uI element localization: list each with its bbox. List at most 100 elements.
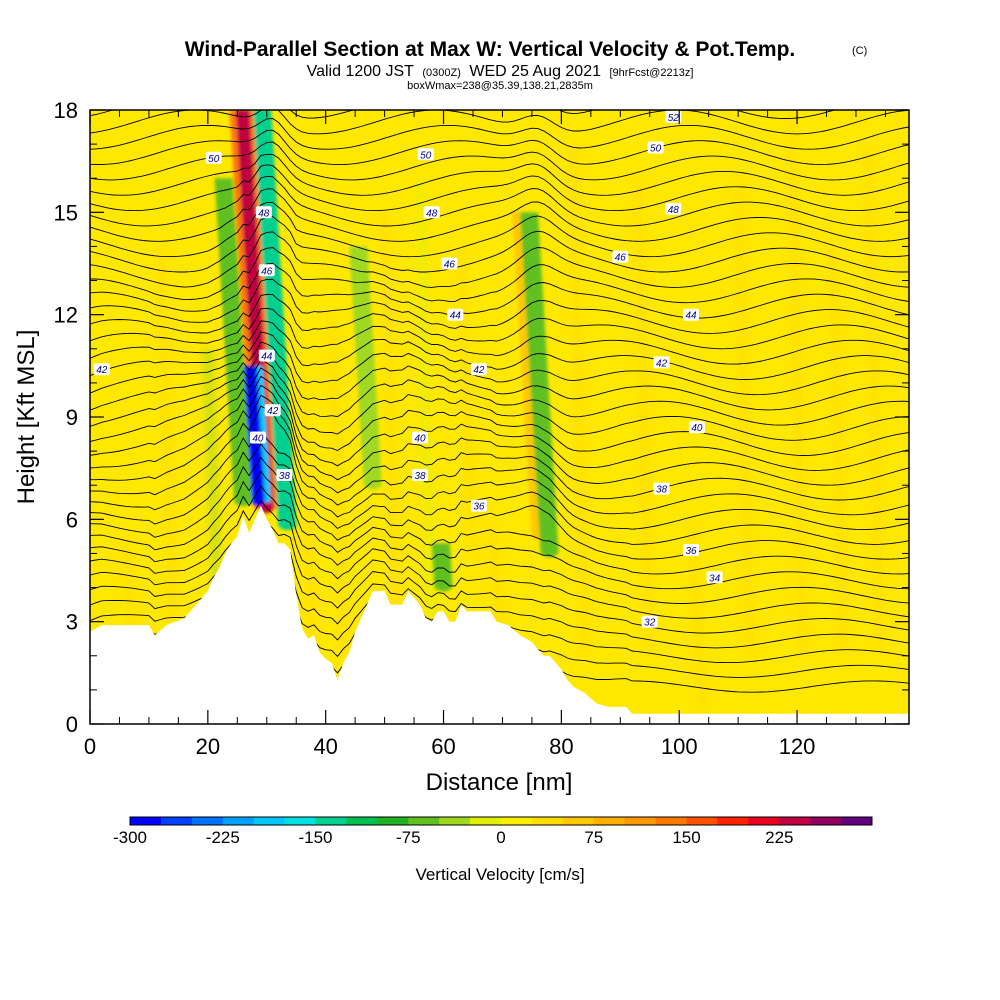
pot-temp-label: 32: [641, 615, 658, 629]
pot-temp-label-text: 44: [450, 311, 462, 322]
pot-temp-contour: [90, 216, 909, 273]
background-streak: [155, 246, 178, 622]
pot-temp-label: 40: [412, 431, 428, 445]
background-streak: [326, 314, 349, 656]
pot-temp-contour: [90, 443, 909, 545]
pot-temp-label-text: 42: [96, 365, 108, 376]
y-tick-label: 12: [54, 303, 78, 328]
background-streak: [862, 144, 885, 656]
background-streak: [297, 382, 319, 656]
pot-temp-label: 48: [423, 206, 440, 219]
pot-temp-label: 48: [255, 206, 272, 219]
pot-temp-contour: [90, 175, 909, 227]
pot-temp-label-text: 32: [644, 618, 656, 629]
pot-temp-label-bg: [683, 308, 699, 321]
pot-temp-label-bg: [653, 356, 670, 369]
pot-temp-contour: [90, 430, 909, 531]
pot-temp-contour: [90, 141, 909, 181]
pot-temp-contour: [90, 307, 909, 365]
pot-temp-label-bg: [470, 499, 487, 512]
pot-temp-label: 38: [276, 469, 293, 482]
pot-temp-label: 42: [470, 363, 487, 376]
pot-temp-contour: [90, 359, 909, 441]
pot-temp-label: 46: [441, 257, 458, 271]
pot-temp-label-bg: [412, 431, 428, 444]
y-tick-label: 0: [66, 712, 78, 737]
pot-temp-label: 40: [249, 431, 266, 445]
x-tick-label: 80: [549, 734, 573, 759]
pot-temp-contour: [90, 262, 909, 319]
x-tick-label: 100: [661, 734, 698, 759]
pot-temp-label-text: 40: [252, 434, 264, 445]
colorbar-swatch: [315, 817, 347, 825]
pot-temp-label-text: 40: [691, 423, 703, 434]
colorbar-title: Vertical Velocity [cm/s]: [415, 865, 584, 884]
pot-temp-label-text: 38: [414, 471, 426, 482]
colorbar-tick-label: 75: [584, 828, 603, 847]
x-tick-label: 60: [431, 734, 455, 759]
pot-temp-label: 42: [264, 404, 281, 417]
pot-temp-contour: [90, 456, 909, 560]
colorbar-swatch: [655, 817, 687, 825]
y-tick-label: 18: [54, 98, 78, 123]
pot-temp-label-bg: [417, 148, 434, 161]
background-streak: [685, 519, 708, 707]
pot-temp-contour: [90, 188, 909, 242]
pot-temp-label: 42: [93, 363, 110, 376]
pot-temp-contour: [90, 499, 909, 604]
colorbar-tick-label: -225: [206, 828, 240, 847]
pot-temp-label-text: 36: [685, 546, 697, 557]
valid-prefix: Valid 1200 JST: [307, 63, 415, 80]
pot-temp-label-text: 48: [258, 208, 270, 219]
pot-temp-label-bg: [276, 469, 293, 481]
pot-temp-label-bg: [447, 308, 464, 321]
colorbar-swatch: [222, 817, 255, 825]
colorbar-tick-label: -300: [113, 828, 147, 847]
colorbar-frame: [129, 816, 873, 826]
colorbar-tick-label: 150: [672, 828, 700, 847]
pot-temp-contour: [90, 320, 909, 380]
copyright-mark: (C): [852, 45, 867, 57]
y-axis-label: Height [Kft MSL]: [13, 330, 40, 505]
velocity-band: [349, 246, 382, 490]
y-tick-label: 15: [54, 200, 78, 225]
colorbar-swatch: [810, 817, 842, 825]
pot-temp-label-text: 34: [709, 573, 721, 584]
pot-temp-contour: [90, 201, 909, 258]
pot-temp-contours: [90, 110, 909, 693]
pot-temp-contour: [90, 367, 909, 456]
colorbar-swatch: [408, 817, 440, 825]
colorbar-swatch: [253, 817, 285, 825]
pot-temp-label-text: 42: [656, 358, 668, 369]
colorbar-swatch: [841, 817, 873, 825]
pot-temp-contour: [90, 164, 909, 212]
pot-temp-label-bg: [665, 202, 682, 215]
background-streaks: [120, 110, 885, 707]
pot-temp-label-text: 42: [473, 365, 485, 376]
pot-temp-label-text: 44: [261, 352, 273, 363]
x-tick-label: 20: [196, 734, 220, 759]
x-axis-label: Distance [nm]: [426, 769, 573, 796]
pot-temp-contour: [90, 375, 909, 471]
pot-temp-label: 44: [258, 349, 275, 363]
background-streak: [456, 246, 478, 554]
pot-temp-label: 48: [665, 202, 682, 216]
box-wmax-info: boxWmax=238@35.39,138.21,2835m: [407, 80, 593, 92]
pot-temp-label-bg: [441, 257, 458, 270]
colorbar-swatch: [686, 817, 718, 825]
pot-temp-contour: [90, 405, 909, 516]
pot-temp-label-bg: [706, 571, 723, 584]
pot-temp-contour: [90, 110, 909, 135]
pot-temp-label-text: 48: [426, 208, 438, 219]
pot-temp-label: 50: [417, 148, 434, 161]
y-tick-label: 9: [66, 405, 78, 430]
pot-temp-label-text: 38: [279, 471, 291, 482]
colorbar-swatch: [593, 817, 626, 825]
pot-temp-label: 46: [258, 264, 275, 277]
forecast-info: [9hrFcst@2213z]: [609, 67, 693, 79]
pot-temp-contour: [90, 513, 909, 619]
pot-temp-label-bg: [412, 469, 428, 481]
valid-utc: (0300Z): [422, 67, 461, 79]
